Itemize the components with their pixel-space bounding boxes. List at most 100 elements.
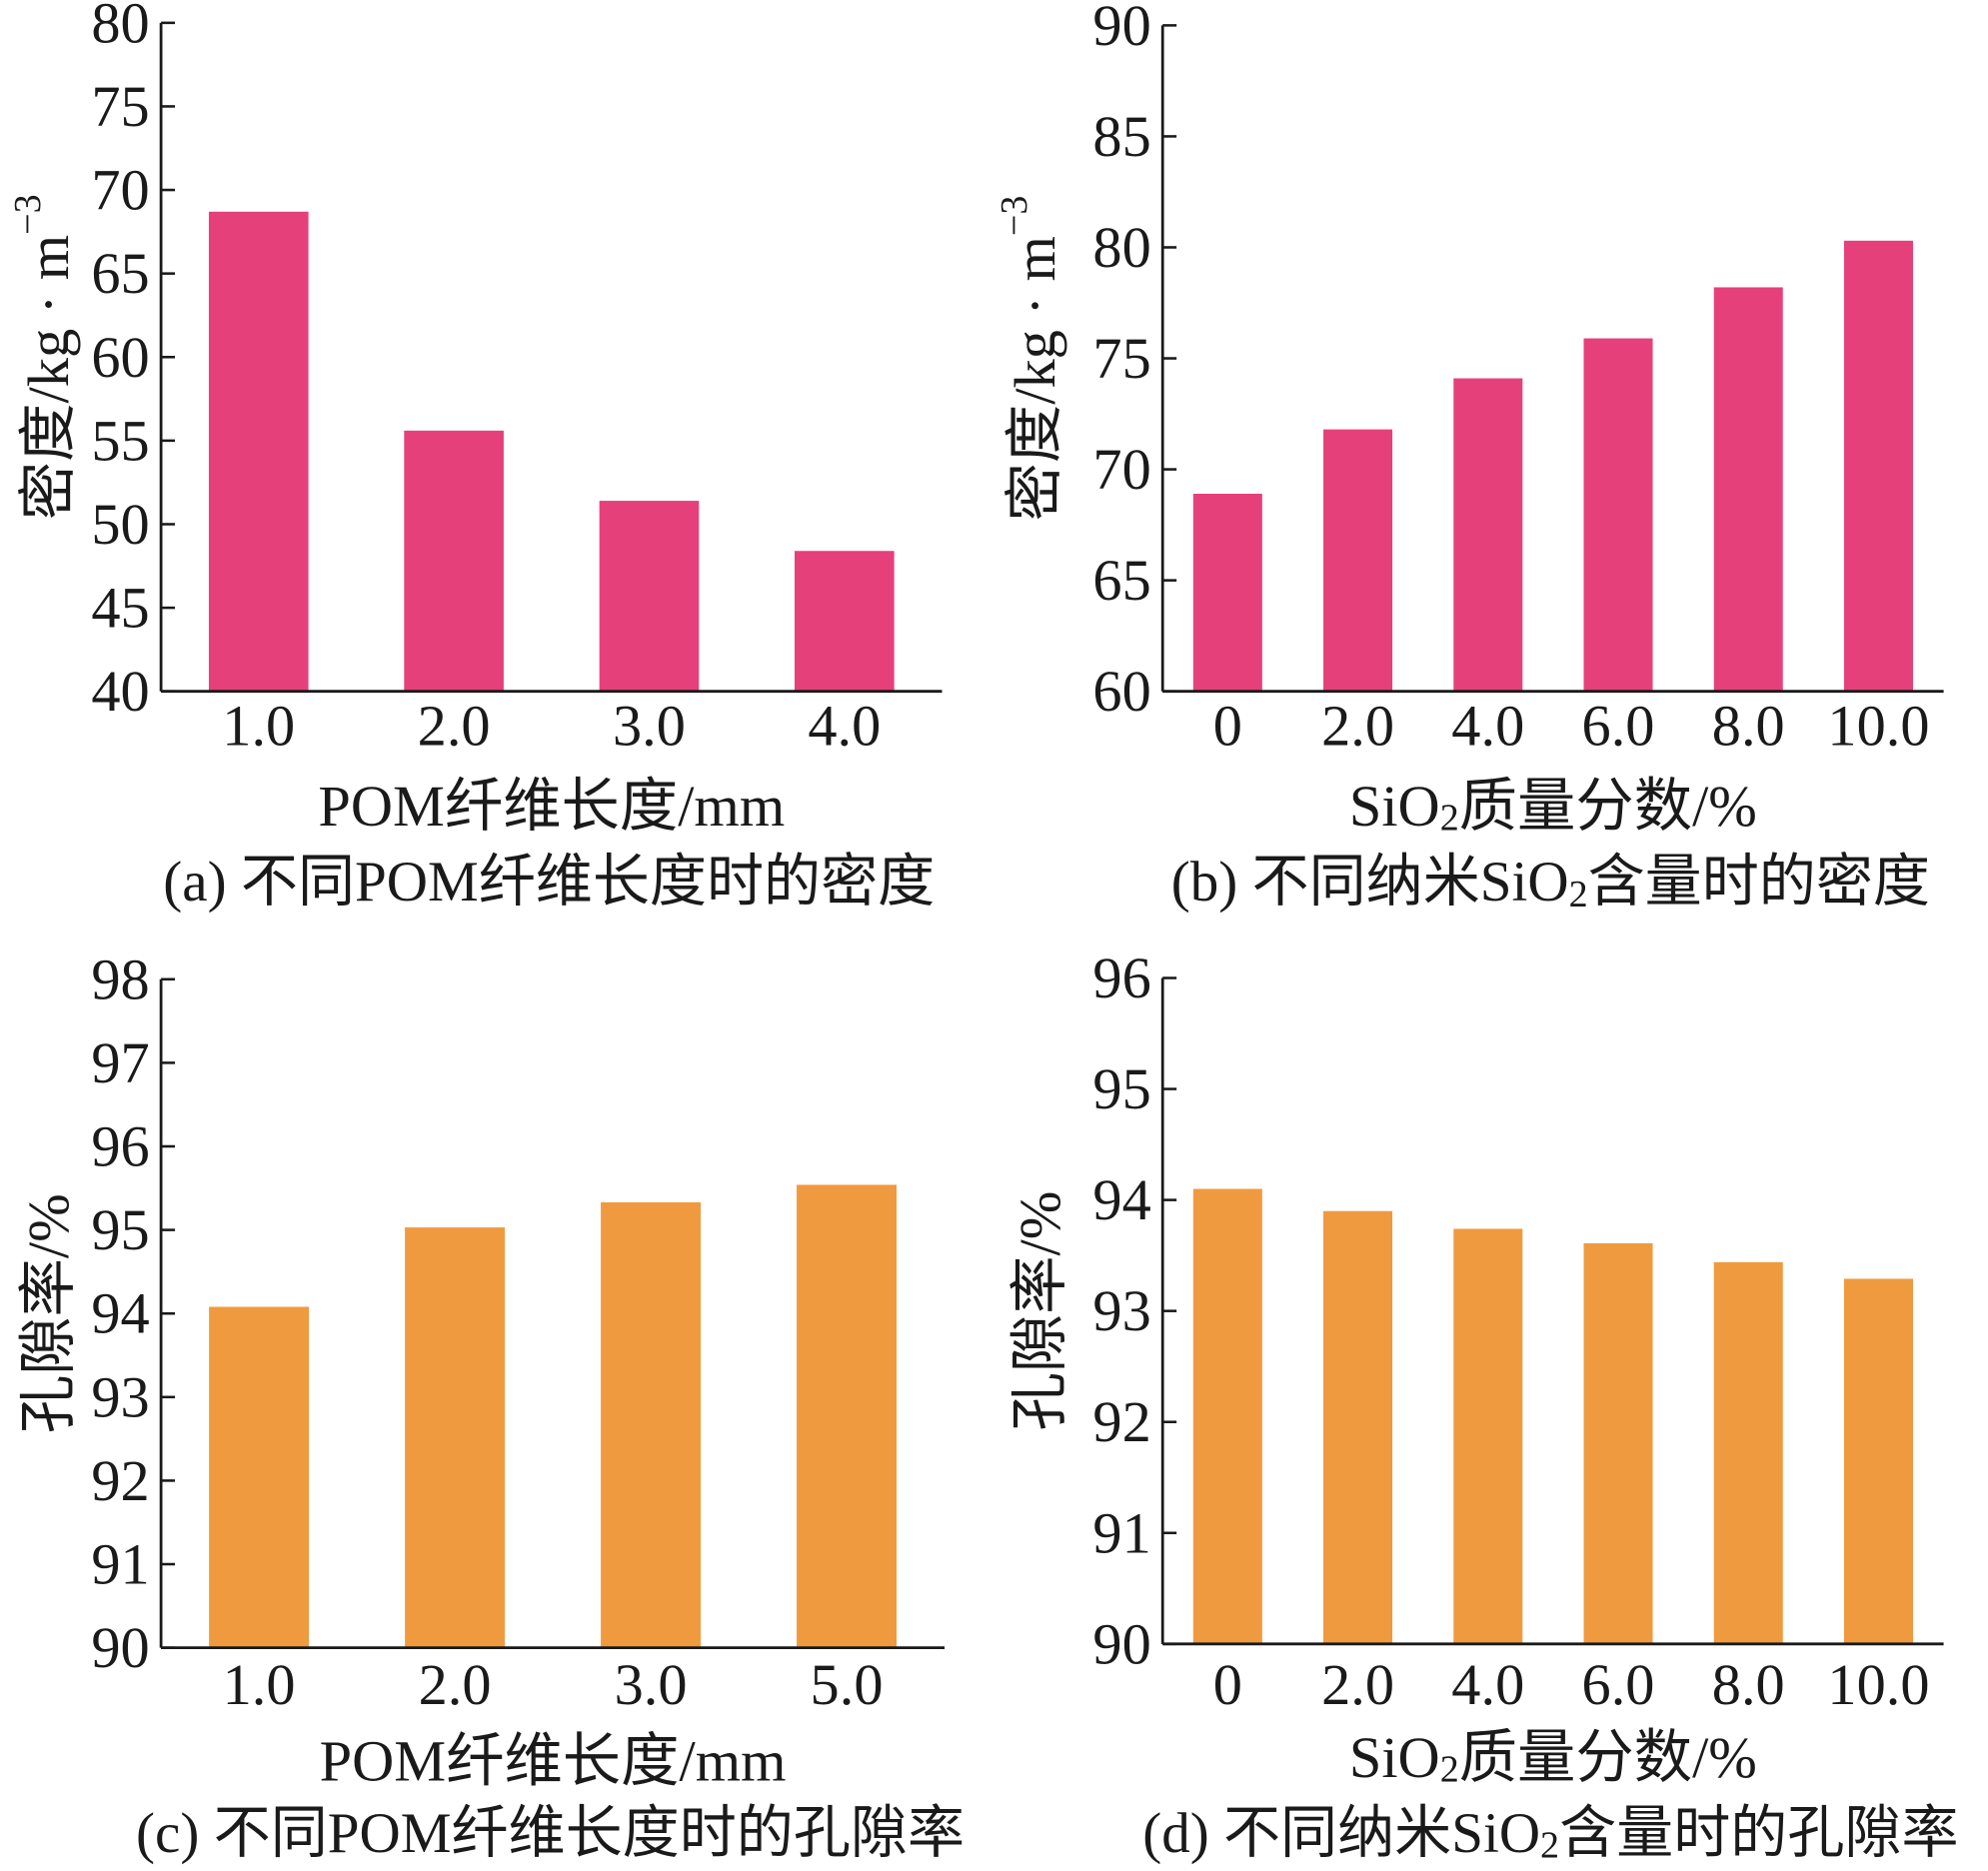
label-text: SiO <box>1349 773 1440 838</box>
x-tick-label: 4.0 <box>1451 693 1524 758</box>
y-tick-label: 90 <box>1092 0 1150 58</box>
y-tick-label: 65 <box>91 241 149 306</box>
y-tick-label: 91 <box>1092 1500 1150 1565</box>
x-tick-label: 0 <box>1213 693 1242 758</box>
bar-8.0 <box>1713 287 1783 692</box>
bar-4.0 <box>1453 1228 1523 1644</box>
label-text: (d) 不同纳米SiO <box>1142 1801 1540 1864</box>
bar-2.0 <box>1323 1210 1393 1644</box>
y-tick-label: 80 <box>1092 215 1150 280</box>
y-tick-label: 70 <box>91 158 149 223</box>
bar-2.0 <box>404 430 504 692</box>
bar-3.0 <box>601 1202 702 1648</box>
y-tick-label: 75 <box>91 74 149 139</box>
y-tick-label: 85 <box>1092 104 1150 169</box>
y-axis-label: 孔隙率/% <box>16 1193 81 1433</box>
x-axis-label: SiO2质量分数/% <box>1349 773 1757 839</box>
label-text: (c) 不同POM纤维长度时的孔隙率 <box>136 1801 965 1864</box>
x-tick-label: 0 <box>1213 1652 1242 1717</box>
x-tick-label: 2.0 <box>419 1652 492 1717</box>
bar-1.0 <box>209 1306 310 1648</box>
bar-0 <box>1192 494 1262 692</box>
x-tick-label: 2.0 <box>1321 693 1394 758</box>
x-tick-label: 1.0 <box>222 693 295 758</box>
x-tick-label: 6.0 <box>1582 693 1655 758</box>
subscript: 2 <box>1440 798 1459 840</box>
x-tick-label: 6.0 <box>1582 1652 1655 1717</box>
y-tick-label: 65 <box>1092 548 1150 613</box>
chart-c: 90 91 92 93 94 95 96 97 98 1.0 2.0 3.0 5.0 POM纤维长度/mm… <box>16 946 965 1864</box>
y-tick-label: 93 <box>1092 1278 1150 1343</box>
y-tick-label: 94 <box>91 1281 149 1346</box>
x-axis-label: POM纤维长度/mm <box>320 1728 787 1793</box>
y-tick-label: 96 <box>1092 945 1150 1010</box>
label-text: 孔隙率/% <box>1007 1191 1072 1431</box>
x-axis-label: SiO2质量分数/% <box>1349 1724 1757 1790</box>
subscript: 2 <box>1540 1825 1559 1867</box>
bar-4.0 <box>1453 378 1523 692</box>
y-tick-label: 50 <box>91 492 149 557</box>
label-text: 孔隙率/% <box>16 1193 81 1433</box>
y-tick-label: 96 <box>91 1113 149 1178</box>
label-text: 含量时的密度 <box>1588 851 1930 914</box>
subscript: 2 <box>1569 874 1588 916</box>
label-text: POM纤维长度/mm <box>320 1728 787 1793</box>
y-tick-label: 90 <box>91 1615 149 1680</box>
x-tick-label: 2.0 <box>1321 1652 1394 1717</box>
bar-8.0 <box>1713 1261 1783 1644</box>
y-tick-label: 70 <box>1092 437 1150 502</box>
x-tick-label: 10.0 <box>1827 693 1929 758</box>
superscript: −3 <box>7 194 49 234</box>
y-tick-label: 60 <box>91 325 149 390</box>
y-tick-label: 95 <box>1092 1056 1150 1121</box>
y-tick-label: 60 <box>1092 659 1150 724</box>
bar-2.0 <box>1323 429 1393 692</box>
x-tick-label: 8.0 <box>1712 1652 1785 1717</box>
y-tick-label: 75 <box>1092 326 1150 391</box>
bar-6.0 <box>1583 338 1653 692</box>
y-axis-label: 密度/kg · m−3 <box>994 196 1067 522</box>
y-tick-label: 90 <box>1092 1611 1150 1676</box>
bar-1.0 <box>208 211 309 692</box>
y-tick-label: 45 <box>91 576 149 641</box>
label-text: SiO <box>1349 1724 1440 1789</box>
y-tick-label: 92 <box>91 1448 149 1513</box>
x-tick-label: 5.0 <box>811 1652 884 1717</box>
y-tick-label: 97 <box>91 1030 149 1095</box>
bar-5.0 <box>797 1184 898 1648</box>
superscript: −3 <box>994 196 1035 236</box>
x-tick-label: 8.0 <box>1712 693 1785 758</box>
label-text: (a) 不同POM纤维长度时的密度 <box>163 851 935 914</box>
label-text: 质量分数/% <box>1459 1724 1757 1789</box>
bar-2.0 <box>405 1227 506 1648</box>
x-tick-label: 2.0 <box>418 693 491 758</box>
y-tick-label: 91 <box>91 1532 149 1597</box>
chart-a: 40 45 50 55 60 65 70 75 80 1.0 2.0 3.0 4.0 POM纤维长度/mm… <box>7 0 943 914</box>
x-tick-label: 4.0 <box>1451 1652 1524 1717</box>
bar-3.0 <box>599 501 700 692</box>
label-text: POM纤维长度/mm <box>318 773 785 838</box>
y-tick-label: 55 <box>91 408 149 473</box>
chart-title: (b) 不同纳米SiO2含量时的密度 <box>1171 851 1930 916</box>
y-axis-label: 密度/kg · m−3 <box>7 194 81 520</box>
y-tick-label: 93 <box>91 1364 149 1429</box>
subscript: 2 <box>1440 1748 1459 1790</box>
bar-10.0 <box>1843 1278 1913 1644</box>
bar-6.0 <box>1583 1242 1653 1644</box>
x-tick-label: 4.0 <box>808 693 881 758</box>
y-tick-label: 80 <box>91 0 149 55</box>
bar-0 <box>1192 1188 1262 1644</box>
chart-title: (d) 不同纳米SiO2含量时的孔隙率 <box>1142 1801 1958 1866</box>
x-tick-label: 10.0 <box>1827 1652 1929 1717</box>
label-text: (b) 不同纳米SiO <box>1171 851 1569 914</box>
chart-title: (a) 不同POM纤维长度时的密度 <box>163 851 935 914</box>
x-tick-label: 3.0 <box>613 693 686 758</box>
label-text: 密度/kg · m <box>16 235 81 520</box>
label-text: 含量时的孔隙率 <box>1559 1801 1958 1864</box>
x-axis-label: POM纤维长度/mm <box>318 773 785 838</box>
bar-4.0 <box>795 551 895 692</box>
label-text: 质量分数/% <box>1459 773 1757 838</box>
y-tick-label: 98 <box>91 946 149 1011</box>
